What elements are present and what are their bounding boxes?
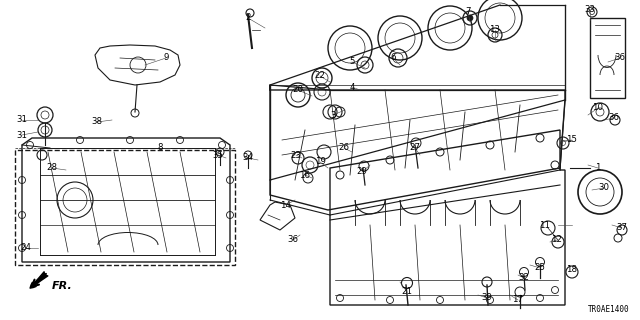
Text: 8: 8 — [157, 143, 163, 153]
Text: 15: 15 — [566, 135, 577, 145]
Text: 39: 39 — [481, 293, 492, 302]
Text: 14: 14 — [280, 201, 291, 210]
Text: 19: 19 — [315, 157, 325, 166]
Text: 9: 9 — [163, 53, 169, 62]
Text: 24: 24 — [20, 244, 31, 252]
Text: 27: 27 — [410, 143, 420, 153]
Text: 36: 36 — [287, 236, 298, 244]
Text: 36: 36 — [609, 114, 620, 123]
Text: 18: 18 — [566, 266, 577, 275]
Text: FR.: FR. — [52, 281, 73, 291]
Text: 4: 4 — [349, 83, 355, 92]
Text: 11: 11 — [540, 220, 550, 229]
Text: 34: 34 — [243, 154, 253, 163]
Text: 23: 23 — [291, 150, 301, 159]
Text: 29: 29 — [356, 167, 367, 177]
Text: 33: 33 — [584, 5, 595, 14]
Text: 6: 6 — [390, 53, 396, 62]
Text: 28: 28 — [47, 164, 58, 172]
Text: 30: 30 — [598, 183, 609, 193]
Text: 2: 2 — [245, 13, 251, 22]
Text: 32: 32 — [518, 274, 529, 283]
Text: 21: 21 — [401, 287, 413, 297]
Text: 13: 13 — [490, 26, 500, 35]
Text: 10: 10 — [593, 103, 604, 113]
Text: 31: 31 — [17, 116, 28, 124]
Text: 26: 26 — [339, 143, 349, 153]
Text: 31: 31 — [17, 131, 28, 140]
Text: TR0AE1400: TR0AE1400 — [588, 305, 630, 314]
Circle shape — [467, 15, 473, 21]
Text: 16: 16 — [300, 171, 310, 180]
Text: 35: 35 — [212, 150, 223, 159]
Text: 17: 17 — [513, 295, 524, 305]
Text: 5: 5 — [349, 58, 355, 67]
Text: 25: 25 — [534, 263, 545, 273]
Text: 12: 12 — [552, 236, 563, 244]
Text: 37: 37 — [616, 223, 627, 233]
Text: 36: 36 — [614, 53, 625, 62]
Text: 22: 22 — [314, 71, 326, 81]
Text: 3: 3 — [330, 110, 336, 119]
Text: 20: 20 — [292, 85, 303, 94]
Text: 1: 1 — [595, 164, 601, 172]
Text: 7: 7 — [465, 7, 471, 17]
Text: 38: 38 — [92, 117, 102, 126]
